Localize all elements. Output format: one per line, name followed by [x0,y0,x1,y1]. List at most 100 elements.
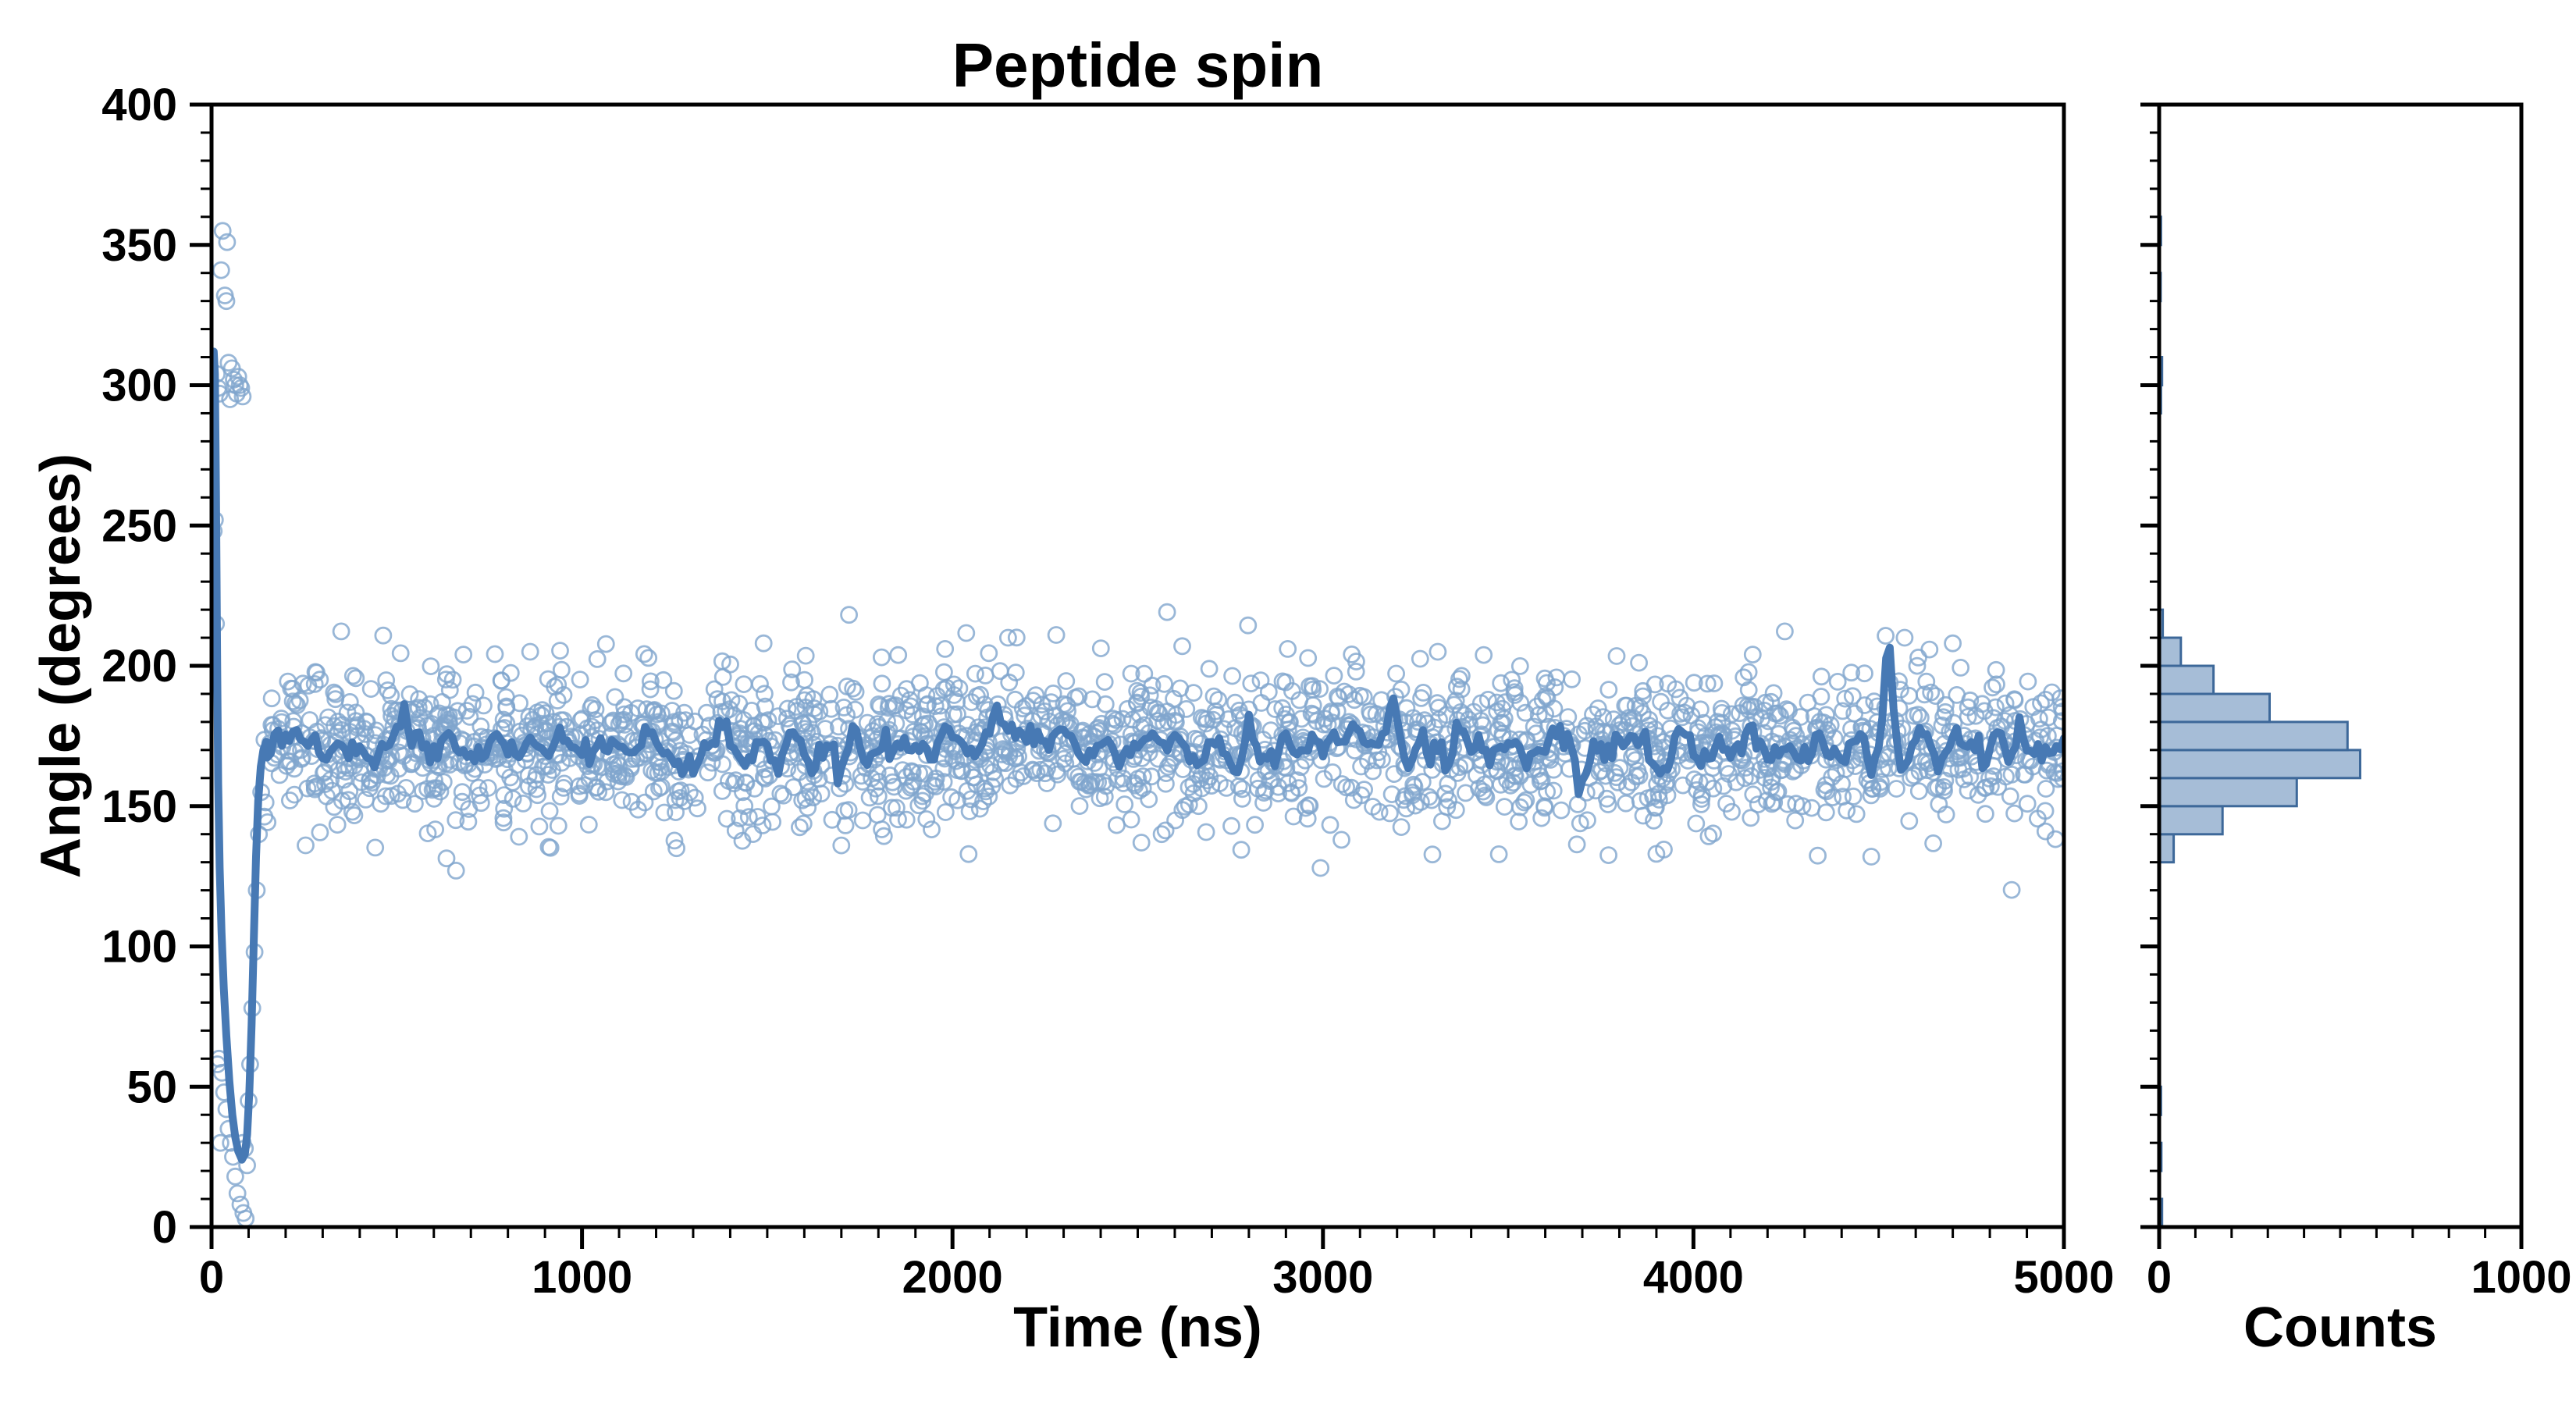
scatter-point [1200,660,1219,678]
scatter-point [391,644,410,663]
scatter-point [1599,681,1618,699]
scatter-point [1152,825,1171,844]
scatter-point [1122,664,1140,683]
scatter-point [1184,784,1203,802]
scatter-point [290,691,309,710]
scatter-point [863,769,881,788]
scatter-point [347,669,365,688]
scatter-point [1452,680,1471,699]
scatter-point [1908,656,1927,675]
scatter-point [401,755,420,774]
scatter-point [963,768,982,787]
scatter-point [1115,795,1134,813]
scatter-point [497,714,516,732]
scatter-point [1791,708,1810,726]
scatter-point [1690,773,1709,791]
scatter-point [280,791,299,809]
scatter-point [1652,692,1670,711]
scatter-point [293,749,311,767]
y-tick-label: 200 [101,641,177,692]
scatter-point [1763,767,1782,786]
scatter-point [705,680,724,699]
scatter-point [332,622,350,641]
scatter-point [1777,700,1796,719]
scatter-point [1731,704,1749,723]
scatter-point [2002,880,2021,899]
scatter-point [1649,791,1668,809]
scatter-point [2036,822,2055,841]
scatter-point [1475,646,1493,664]
scatter-point [654,670,673,689]
x-tick-label: 3000 [1272,1252,1373,1303]
scatter-point [279,672,297,691]
scatter-point [526,770,545,789]
scatter-point [418,717,436,735]
scatter-point [546,678,564,696]
scatter-point [960,802,979,820]
scatter-point [1996,694,2015,713]
scatter-point [343,667,362,685]
scatter-point [1439,774,1457,793]
scatter-point [2052,712,2064,731]
scatter-point [1667,680,1685,699]
scatter-point [1617,794,1635,813]
scatter-point [1433,812,1451,831]
scatter-point [1505,767,1524,784]
scatter-point [1131,684,1150,702]
scatter-point [1122,810,1140,829]
scatter-point [820,685,839,704]
scatter-point [1623,748,1642,766]
scatter-point [889,646,908,664]
scatter-point [1042,693,1060,711]
scatter-point [1638,789,1657,807]
scatter-point [1567,835,1586,854]
scatter-point [751,674,769,693]
scatter-point [1056,744,1075,763]
scatter-point [699,763,717,782]
scatter-point [763,813,781,831]
scatter-point [1273,672,1292,691]
scatter-point [1001,776,1019,795]
scatter-point [1382,785,1401,803]
scatter-point [486,645,504,663]
scatter-point [1411,649,1429,668]
scatter-point [229,368,247,386]
scatter-point [426,820,444,838]
scatter-point [340,693,359,711]
scatter-point [1446,801,1465,820]
scatter-point [904,772,923,791]
scatter-point [822,699,841,718]
scatter-point [1976,805,1994,823]
scatter-point [352,773,371,791]
scatter-point [1370,802,1389,821]
scatter-point [503,773,522,791]
scatter-point [573,710,592,728]
scatter-point [1879,759,1898,777]
scatter-point [675,792,694,810]
scatter-point [1007,770,1026,788]
scatter-point [1515,793,1533,812]
scatter-point [1381,804,1399,823]
scatter-point [928,687,946,705]
scatter-point [893,761,912,779]
scatter-point [551,642,569,660]
scatter-point [596,635,615,653]
scatter-point [1847,805,1866,823]
scatter-point [374,626,393,645]
scatter-point [1622,773,1641,791]
scatter-point [1048,762,1066,780]
scatter-point [1812,667,1831,686]
scatter-point [2016,766,2034,784]
scatter-point [614,710,633,729]
scatter-point [1332,831,1350,849]
scatter-point [1775,622,1794,641]
scatter-point [1900,812,1919,831]
scatter-point [555,774,574,793]
scatter-point [756,770,774,788]
scatter-point [795,670,813,689]
scatter-point [869,787,888,806]
y-tick-label: 250 [101,500,177,551]
scatter-point [853,811,872,830]
